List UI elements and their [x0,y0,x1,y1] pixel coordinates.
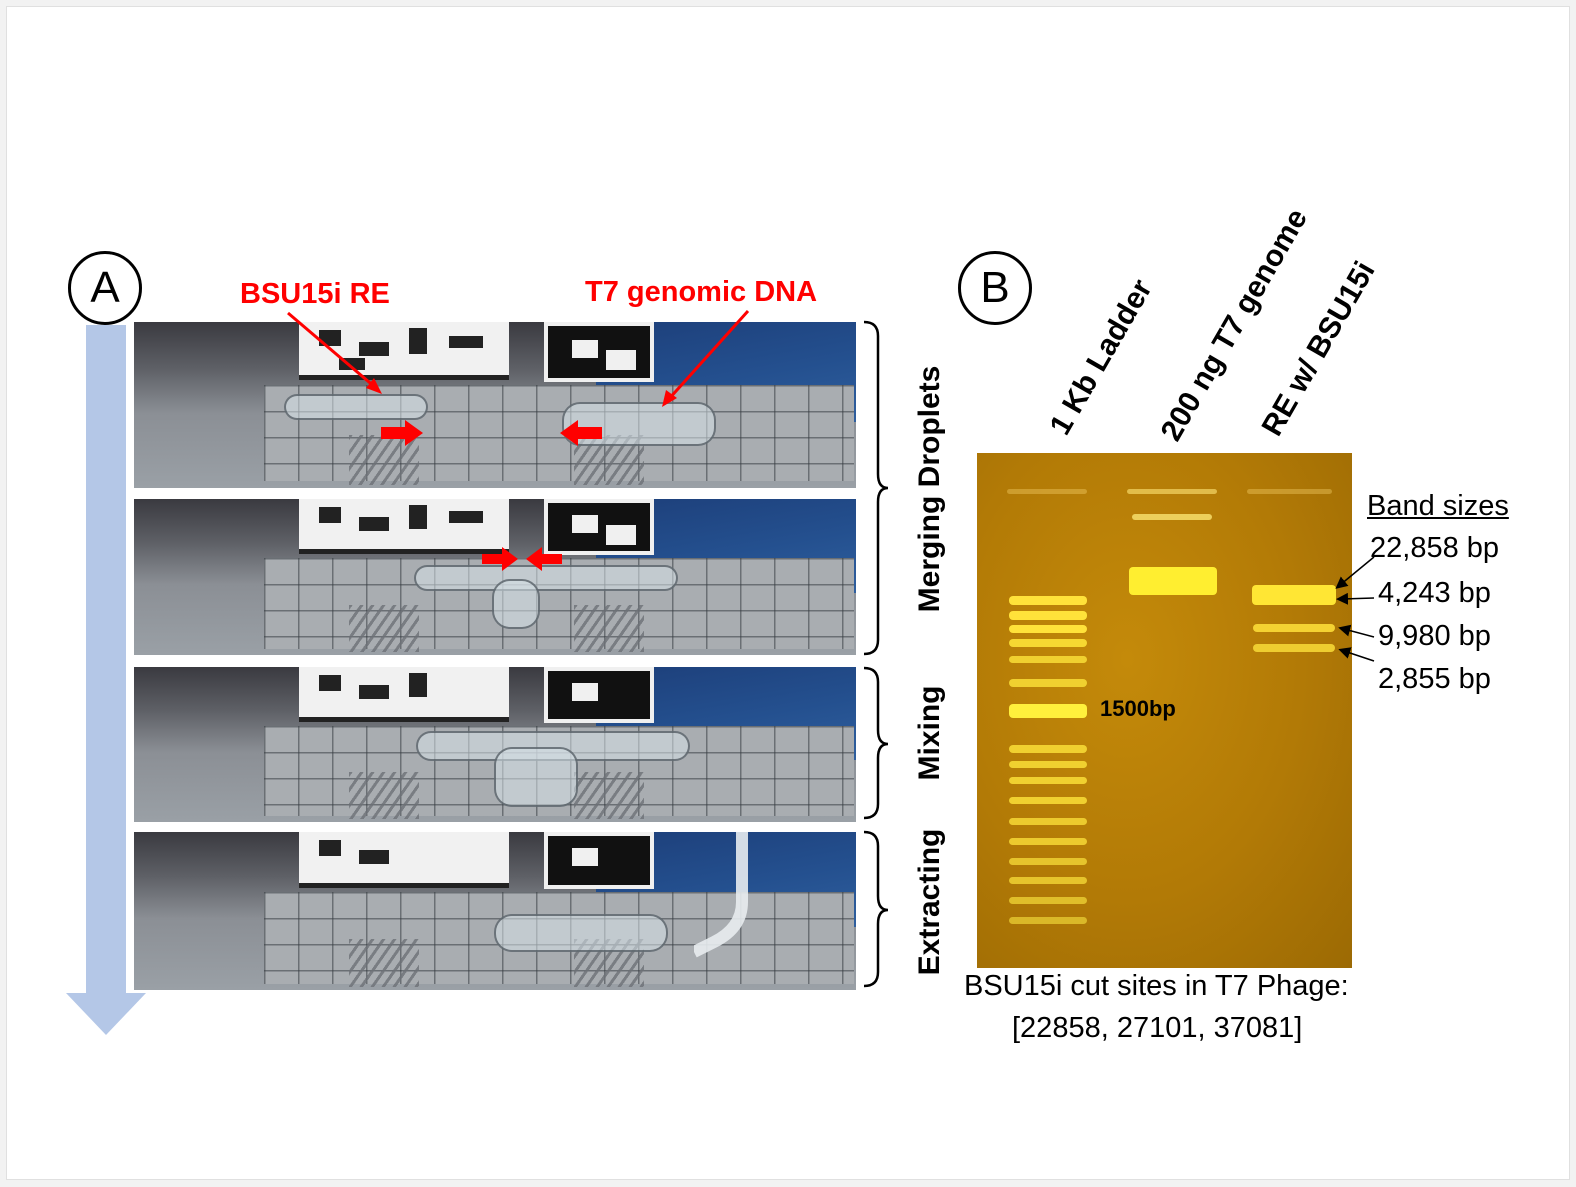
fiducial-marker-icon [544,832,654,889]
fiducial-marker-icon [544,667,654,723]
t7-genome-band [1129,567,1217,595]
ladder-band [1009,596,1087,605]
panel-b-letter: B [980,263,1010,312]
caption-cut-positions: [22858, 27101, 37081] [1012,1012,1303,1044]
ladder-1500bp-label: 1500bp [1100,696,1176,721]
push-left-arrow-icon [560,420,602,446]
t7-dna-label: T7 genomic DNA [585,276,818,308]
band-size-9980: 9,980 bp [1378,620,1491,652]
band-size-22858: 22,858 bp [1370,532,1500,564]
step-label-mixing: Mixing [913,685,946,781]
photo-mixing [134,667,856,822]
contact-pads [574,605,644,652]
step-label-extracting: Extracting [913,828,946,976]
photo-merging-1 [134,322,856,488]
fiducial-marker-icon [544,322,654,382]
well [1247,489,1332,494]
agarose-gel [977,453,1352,968]
ladder-band [1009,917,1087,924]
ladder-band-1500 [1009,704,1087,718]
band-size-2855: 2,855 bp [1378,663,1491,695]
contact-pads [349,772,419,819]
band-pointer-arrows [1335,556,1375,662]
ladder-band [1009,611,1087,620]
step-brackets [863,320,889,988]
digest-band-2855 [1253,644,1335,652]
ladder-band [1009,679,1087,687]
qr-code-icon [299,832,509,888]
caption-cut-sites: BSU15i cut sites in T7 Phage: [964,970,1349,1002]
ladder-band [1009,639,1087,647]
photo-merging-2 [134,499,856,655]
qr-code-icon [299,499,509,554]
ladder-band [1009,777,1087,784]
qr-code-icon [299,667,509,722]
digest-band-9980 [1253,624,1335,632]
push-left-arrow-icon [526,547,562,571]
ladder-band [1009,858,1087,865]
droplet-merging [492,579,540,629]
well [1007,489,1087,494]
ladder-band [1009,877,1087,884]
ladder-band [1009,625,1087,633]
contact-pads [349,939,419,987]
droplet-remaining [494,914,668,952]
panel-b-label: B [958,251,1032,325]
ladder-band [1009,838,1087,845]
band-sizes-title: Band sizes [1367,490,1509,522]
ladder-band [1009,797,1087,804]
droplet-mixed [494,747,578,807]
band-size-4243: 4,243 bp [1378,577,1491,609]
annotation-arrows [287,309,750,407]
time-arrow-icon [66,325,146,1035]
panel-a-letter: A [90,263,120,312]
contact-pads [574,772,644,819]
contact-pads [349,605,419,652]
ladder-band [1009,761,1087,768]
ladder-band [1009,656,1087,663]
push-right-arrow-icon [482,547,518,571]
ladder-band [1009,897,1087,904]
push-right-arrow-icon [381,420,423,446]
panel-a-label: A [68,251,142,325]
step-label-merging: Merging Droplets [913,365,946,613]
t7-band-faint [1132,514,1212,520]
digest-band-large [1252,585,1336,605]
fiducial-marker-icon [544,499,654,556]
ladder-band [1009,818,1087,825]
bsu15i-label: BSU15i RE [240,278,390,310]
droplet-merging [414,565,678,591]
pipette-tube-icon [694,832,748,958]
well [1127,489,1217,494]
droplet-left [284,394,428,420]
ladder-band [1009,745,1087,753]
photo-extracting [134,832,856,990]
